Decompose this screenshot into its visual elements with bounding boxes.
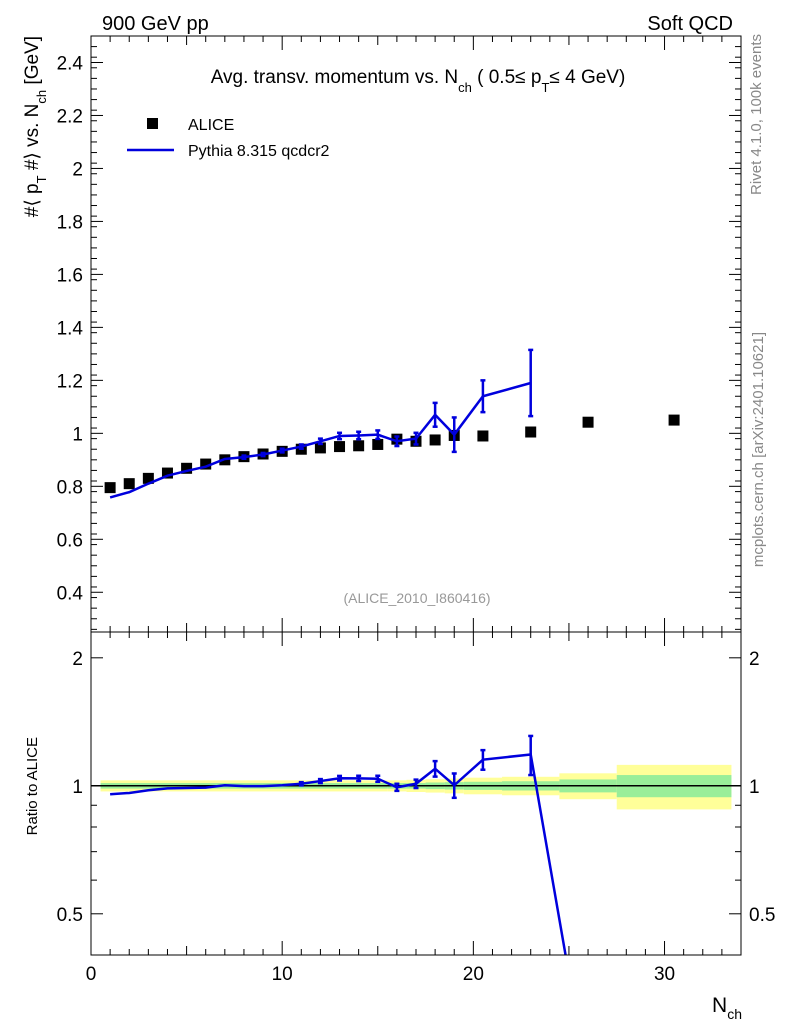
y-tick-label: 2.2 xyxy=(57,106,83,127)
legend-label-pythia: Pythia 8.315 qcdcr2 xyxy=(188,143,330,160)
ratio-series-group xyxy=(110,734,567,955)
y-tick-label: 0.4 xyxy=(57,583,84,604)
y-tick-label: 2 xyxy=(72,159,83,180)
alice-point xyxy=(334,441,346,453)
ratio-frame xyxy=(90,631,742,956)
header-left: 900 GeV pp xyxy=(102,13,209,35)
alice-point xyxy=(372,438,384,450)
y-tick-label: 2.4 xyxy=(57,53,84,74)
ratio-y-tick-label: 0.5 xyxy=(57,905,83,926)
alice-point xyxy=(161,467,173,479)
header-right: Soft QCD xyxy=(647,13,733,35)
alice-point xyxy=(200,458,212,470)
alice-point xyxy=(582,416,594,428)
plot-title: Avg. transv. momentum vs. Nch ( 0.5≤ pT≤… xyxy=(211,67,626,95)
x-tick-label: 30 xyxy=(654,964,675,985)
x-axis-label: Nch xyxy=(712,994,742,1022)
alice-point xyxy=(142,472,154,484)
alice-point xyxy=(525,426,537,438)
legend: ALICE Pythia 8.315 qcdcr2 xyxy=(127,117,330,160)
mcplots-label: mcplots.cern.ch [arXiv:2401.10621] xyxy=(750,332,767,567)
main-panel: 0.4 0.6 0.8 1 1.2 1.4 1.6 1.8 2 2.2 2.4 xyxy=(57,35,742,633)
analysis-id: (ALICE_2010_I860416) xyxy=(343,590,490,606)
y-tick-label: 0.6 xyxy=(57,530,83,551)
ratio-y-tick-label-right: 0.5 xyxy=(749,905,775,926)
legend-marker-alice xyxy=(147,118,158,129)
alice-point xyxy=(429,434,441,446)
ratio-y-tick-label: 1 xyxy=(72,777,83,798)
alice-point xyxy=(668,414,680,426)
y-tick-label: 0.8 xyxy=(57,477,83,498)
ratio-y-tick-label-right: 2 xyxy=(749,649,760,670)
alice-point xyxy=(104,482,116,494)
y-axis-label-ratio: Ratio to ALICE xyxy=(24,737,41,835)
y-tick-label: 1.2 xyxy=(57,371,83,392)
x-tick-label: 10 xyxy=(272,964,293,985)
y-axis-label-main: #⟨ pT #⟩ vs. Nch [GeV] xyxy=(22,36,49,217)
x-tick-label: 20 xyxy=(463,964,484,985)
alice-point xyxy=(353,440,365,452)
alice-point xyxy=(477,430,489,442)
legend-label-alice: ALICE xyxy=(188,117,234,134)
y-tick-label: 1.8 xyxy=(57,212,83,233)
alice-point xyxy=(314,442,326,454)
ratio-pythia-line xyxy=(110,753,567,955)
alice-point xyxy=(123,478,135,490)
x-tick-label: 0 xyxy=(86,964,97,985)
rivet-label: Rivet 4.1.0, 100k events xyxy=(748,34,765,195)
ratio-panel: 0.5 0.51 12 20 10 20 30 xyxy=(57,631,775,985)
y-tick-label: 1.6 xyxy=(57,265,83,286)
y-tick-label: 1 xyxy=(72,424,83,445)
ratio-y-tick-label-right: 1 xyxy=(749,777,760,798)
ratio-y-tick-label: 2 xyxy=(72,649,83,670)
alice-point xyxy=(181,462,193,474)
y-tick-label: 1.4 xyxy=(57,318,84,339)
